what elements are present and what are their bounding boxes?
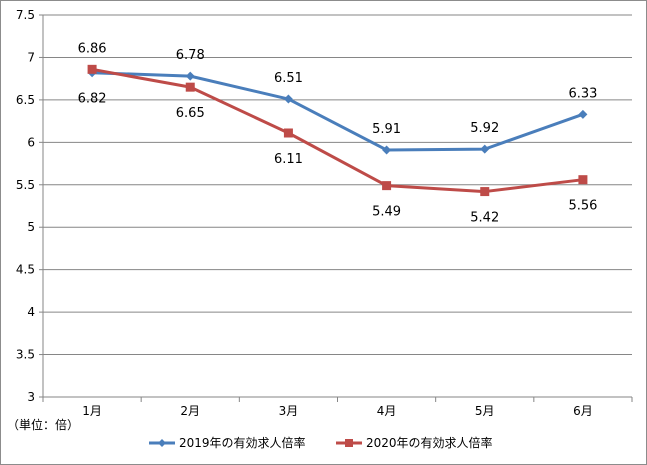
data-label: 6.65 bbox=[176, 106, 205, 121]
legend-item-2: 2020年の有効求人倍率 bbox=[336, 435, 493, 450]
y-tick-label: 7 bbox=[27, 50, 35, 64]
y-tick-label: 6 bbox=[27, 135, 35, 149]
data-label: 6.86 bbox=[78, 41, 107, 56]
data-label: 6.78 bbox=[176, 48, 205, 63]
unit-label: （単位：倍） bbox=[7, 417, 79, 432]
x-tick-label: 5月 bbox=[475, 404, 495, 418]
data-point-diamond bbox=[283, 94, 293, 104]
data-point-diamond bbox=[480, 144, 490, 154]
data-point-square bbox=[480, 187, 490, 197]
legend-item-1: 2019年の有効求人倍率 bbox=[149, 435, 306, 450]
x-axis-tick-labels: 1月 2月 3月 4月 5月 6月 bbox=[82, 404, 592, 418]
y-tick-label: 5.5 bbox=[16, 178, 35, 192]
data-label: 5.49 bbox=[372, 205, 401, 220]
series-markers bbox=[87, 64, 588, 197]
data-point-square bbox=[578, 175, 588, 185]
data-label: 6.82 bbox=[78, 92, 107, 107]
y-tick-label: 5 bbox=[27, 220, 35, 234]
y-tick-label: 6.5 bbox=[16, 93, 35, 107]
y-tick-label: 7.5 bbox=[16, 8, 35, 22]
x-tick-label: 6月 bbox=[573, 404, 593, 418]
y-tick-label: 3.5 bbox=[16, 348, 35, 362]
data-point-square bbox=[382, 181, 392, 191]
data-labels: 6.82 6.78 6.51 5.91 5.92 6.33 6.86 6.65 6.11 5.49… bbox=[78, 41, 598, 225]
legend-marker-square bbox=[345, 439, 353, 447]
data-label: 6.11 bbox=[274, 152, 303, 167]
x-tick-label: 2月 bbox=[180, 404, 200, 418]
data-point-square bbox=[87, 64, 97, 74]
data-point-square bbox=[185, 82, 195, 92]
x-tick-label: 3月 bbox=[279, 404, 299, 418]
data-point-diamond bbox=[382, 145, 392, 155]
series-lines bbox=[91, 67, 584, 194]
series-line-2 bbox=[91, 67, 584, 194]
data-label: 5.91 bbox=[372, 122, 401, 137]
y-tick-label: 4 bbox=[27, 305, 35, 319]
data-label: 5.42 bbox=[470, 211, 499, 226]
data-label: 6.33 bbox=[568, 86, 597, 101]
x-tick-label: 4月 bbox=[377, 404, 397, 418]
legend-marker-diamond bbox=[158, 439, 166, 447]
axes bbox=[39, 14, 633, 402]
data-point-square bbox=[283, 128, 293, 138]
gridlines bbox=[43, 14, 632, 356]
y-tick-label: 3 bbox=[27, 390, 35, 404]
y-tick-label: 4.5 bbox=[16, 263, 35, 277]
legend-label: 2020年の有効求人倍率 bbox=[366, 435, 493, 450]
legend: 2019年の有効求人倍率 2020年の有効求人倍率 bbox=[149, 435, 493, 450]
data-label: 5.56 bbox=[568, 199, 597, 214]
data-point-diamond bbox=[185, 71, 195, 81]
data-point-diamond bbox=[578, 109, 588, 119]
data-label: 5.92 bbox=[470, 121, 499, 136]
series-line-1 bbox=[92, 71, 584, 152]
x-tick-label: 1月 bbox=[82, 404, 102, 418]
legend-label: 2019年の有効求人倍率 bbox=[179, 435, 306, 450]
y-axis-tick-labels: 3 3.5 4 4.5 5 5.5 6 6.5 7 7.5 bbox=[16, 8, 35, 404]
data-label: 6.51 bbox=[274, 71, 303, 86]
